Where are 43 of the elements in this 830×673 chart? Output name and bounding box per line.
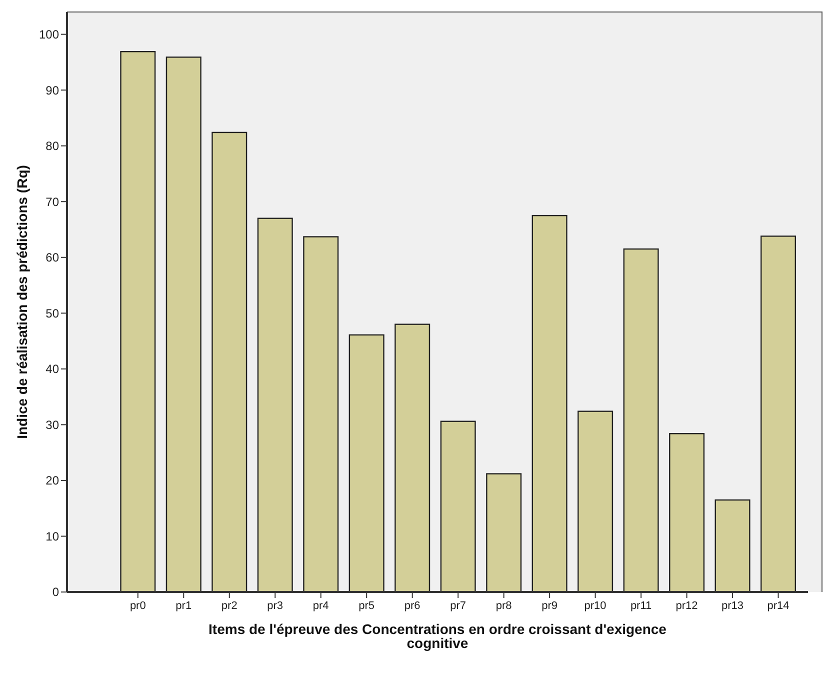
bar [394, 324, 430, 593]
y-tick-label: 20 [46, 474, 60, 488]
y-tick-label: 40 [46, 362, 60, 376]
bar [714, 499, 750, 593]
x-tick-label: pr3 [267, 600, 284, 612]
x-tick-label: pr1 [176, 600, 192, 612]
x-tick-label: pr14 [767, 600, 790, 612]
y-tick-label: 10 [46, 529, 60, 544]
bar [760, 236, 796, 593]
x-tick-label: pr9 [542, 600, 558, 612]
bar [166, 56, 202, 593]
bar [257, 218, 293, 593]
bar [669, 433, 705, 593]
x-tick-label: pr5 [358, 600, 375, 612]
x-tick-label: pr7 [450, 600, 466, 612]
y-tick-label: 80 [46, 139, 60, 154]
bar [303, 236, 339, 593]
bar [348, 334, 384, 593]
bar [212, 132, 248, 593]
bar [623, 248, 659, 593]
x-tick-label: pr0 [130, 600, 146, 612]
y-axis-title: Indice de réalisation des prédictions (Rq) [14, 165, 30, 439]
bar [578, 410, 614, 593]
x-tick-label: pr10 [584, 600, 606, 612]
y-tick-label: 30 [46, 418, 60, 432]
y-tick-label: 100 [38, 28, 60, 42]
x-tick-label: pr13 [722, 600, 744, 612]
x-tick-label: pr12 [676, 600, 698, 612]
y-tick-label: 50 [46, 306, 60, 320]
x-tick-label: pr4 [312, 600, 329, 612]
x-tick-label: pr8 [496, 600, 512, 612]
bar [440, 420, 476, 593]
bar [532, 214, 568, 593]
y-tick-label: 0 [52, 585, 60, 600]
y-tick-label: 60 [46, 250, 60, 265]
x-tick-label: pr11 [630, 600, 652, 612]
y-tick-label: 70 [46, 194, 60, 209]
bar [120, 50, 156, 593]
x-axis-title: Items de l'épreuve des Concentrations en ordre croissant d'exigence cognitive [208, 621, 667, 651]
y-tick-label: 90 [46, 83, 60, 98]
bar [486, 473, 522, 593]
x-tick-label: pr6 [404, 600, 420, 612]
x-tick-label: pr2 [221, 600, 238, 612]
